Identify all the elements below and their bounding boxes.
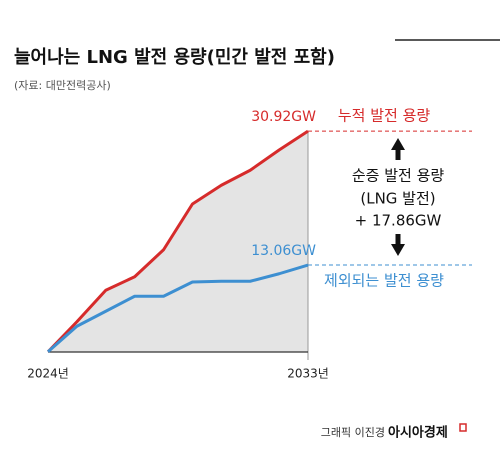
source: (자료: 대만전력공사)	[14, 79, 111, 92]
series-line	[47, 263, 309, 353]
data-label: 13.06GW	[251, 243, 316, 259]
data-label: 30.92GW	[251, 109, 316, 125]
x-tick-label: 2033년	[287, 367, 329, 381]
chart-title: 늘어나는 LNG 발전 용량(민간 발전 포함)	[14, 46, 335, 68]
credit: 그래픽 이진경	[321, 426, 385, 439]
annotation: + 17.86GW	[355, 212, 442, 230]
legend-label: 누적 발전 용량	[338, 107, 431, 125]
x-tick-label: 2024년	[27, 367, 69, 381]
arrow-down	[391, 234, 405, 256]
publisher: 아시아경제	[388, 425, 448, 441]
annotation: 순증 발전 용량	[352, 167, 445, 185]
plot: 2024년 2033년 30.92GW 누적 발전 용량 13.06GW 제외되는 발전 …	[27, 107, 472, 381]
annotation: (LNG 발전)	[360, 190, 435, 208]
shaded-area	[48, 131, 308, 352]
legend-label: 제외되는 발전 용량	[324, 272, 444, 290]
series-line	[46, 129, 309, 353]
logo-mark	[459, 423, 467, 432]
arrow-up	[391, 138, 405, 160]
